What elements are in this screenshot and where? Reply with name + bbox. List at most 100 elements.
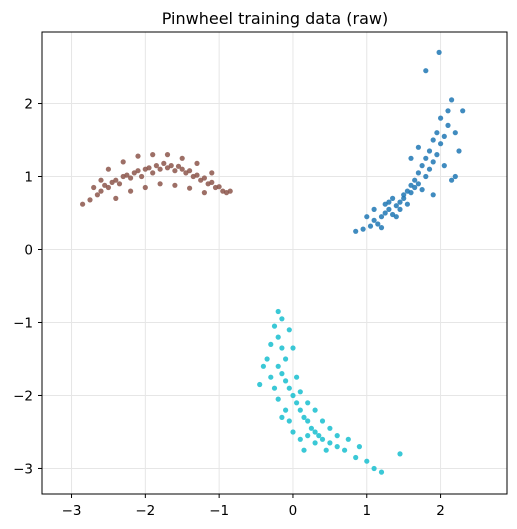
data-point — [228, 189, 233, 194]
data-point — [161, 161, 166, 166]
data-point — [106, 185, 111, 190]
data-point — [128, 189, 133, 194]
data-point — [320, 418, 325, 423]
data-point — [294, 375, 299, 380]
data-point — [372, 207, 377, 212]
data-point — [265, 356, 270, 361]
data-point — [135, 168, 140, 173]
data-point — [272, 324, 277, 329]
data-points — [80, 50, 465, 475]
data-point — [276, 364, 281, 369]
data-point — [449, 97, 454, 102]
data-point — [305, 400, 310, 405]
data-point — [416, 145, 421, 150]
data-point — [290, 429, 295, 434]
data-point — [438, 141, 443, 146]
data-point — [172, 183, 177, 188]
data-point — [405, 202, 410, 207]
data-point — [353, 229, 358, 234]
data-point — [268, 375, 273, 380]
x-tick-label: 2 — [436, 503, 445, 519]
data-point — [434, 130, 439, 135]
data-point — [401, 192, 406, 197]
data-point — [268, 342, 273, 347]
data-point — [445, 108, 450, 113]
data-point — [324, 448, 329, 453]
data-point — [180, 156, 185, 161]
data-point — [290, 345, 295, 350]
data-point — [431, 159, 436, 164]
data-point — [434, 152, 439, 157]
data-point — [301, 448, 306, 453]
data-point — [187, 168, 192, 173]
data-point — [423, 68, 428, 73]
data-point — [283, 408, 288, 413]
data-point — [117, 181, 122, 186]
data-point — [150, 170, 155, 175]
data-point — [146, 165, 151, 170]
data-point — [408, 183, 413, 188]
grid — [42, 32, 507, 494]
data-point — [194, 173, 199, 178]
data-point — [379, 470, 384, 475]
data-point — [412, 178, 417, 183]
x-tick-label: −2 — [135, 503, 155, 519]
x-tick-label: 1 — [362, 503, 371, 519]
data-point — [423, 174, 428, 179]
data-point — [361, 227, 366, 232]
data-point — [194, 161, 199, 166]
data-point — [113, 196, 118, 201]
data-point — [453, 130, 458, 135]
data-point — [309, 426, 314, 431]
data-point — [397, 200, 402, 205]
y-tick-label: −2 — [13, 388, 33, 404]
data-point — [279, 345, 284, 350]
data-point — [456, 148, 461, 153]
data-point — [158, 167, 163, 172]
plot-area-frame — [42, 32, 507, 494]
data-point — [379, 225, 384, 230]
data-point — [143, 185, 148, 190]
data-point — [416, 170, 421, 175]
data-point — [209, 170, 214, 175]
data-point — [272, 386, 277, 391]
data-point — [313, 440, 318, 445]
chart-title: Pinwheel training data (raw) — [162, 9, 388, 28]
data-point — [187, 186, 192, 191]
data-point — [442, 134, 447, 139]
data-point — [390, 196, 395, 201]
axis-ticks: −3 −2 −1 0 1 2 −3 −2 −1 0 1 2 — [13, 97, 445, 519]
data-point — [158, 181, 163, 186]
data-point — [427, 167, 432, 172]
data-point — [202, 190, 207, 195]
data-point — [287, 386, 292, 391]
data-point — [98, 189, 103, 194]
x-tick-label: −1 — [209, 503, 229, 519]
data-point — [217, 184, 222, 189]
data-point — [313, 408, 318, 413]
data-point — [453, 174, 458, 179]
y-tick-label: 2 — [24, 97, 33, 113]
data-point — [139, 174, 144, 179]
data-point — [106, 167, 111, 172]
data-point — [327, 440, 332, 445]
data-point — [298, 437, 303, 442]
data-point — [420, 187, 425, 192]
y-tick-label: −3 — [13, 461, 33, 477]
data-point — [87, 197, 92, 202]
y-tick-label: 1 — [24, 170, 33, 186]
data-point — [287, 327, 292, 332]
data-point — [287, 418, 292, 423]
data-point — [91, 185, 96, 190]
data-point — [420, 163, 425, 168]
data-point — [442, 163, 447, 168]
data-point — [283, 378, 288, 383]
data-point — [364, 214, 369, 219]
data-point — [342, 448, 347, 453]
data-point — [460, 108, 465, 113]
data-point — [437, 50, 442, 55]
data-point — [169, 163, 174, 168]
data-point — [327, 426, 332, 431]
data-point — [320, 437, 325, 442]
